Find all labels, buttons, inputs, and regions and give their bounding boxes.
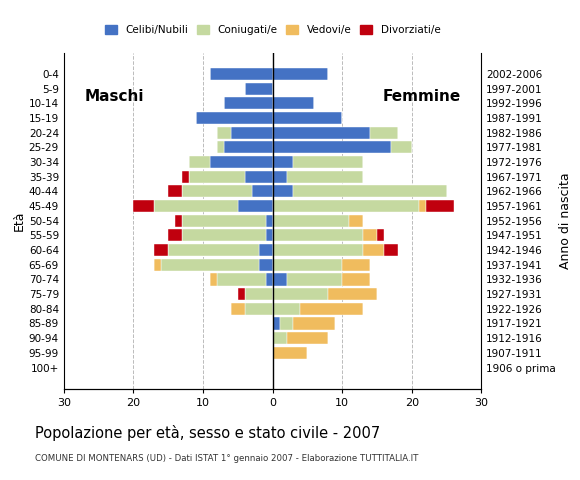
Text: COMUNE DI MONTENARS (UD) - Dati ISTAT 1° gennaio 2007 - Elaborazione TUTTITALIA.: COMUNE DI MONTENARS (UD) - Dati ISTAT 1°… — [35, 454, 418, 463]
Bar — [287, 332, 328, 344]
Bar — [273, 317, 280, 329]
Bar — [133, 200, 154, 212]
Text: Popolazione per età, sesso e stato civile - 2007: Popolazione per età, sesso e stato civil… — [35, 425, 380, 441]
Bar — [266, 215, 273, 227]
Bar — [293, 156, 363, 168]
Bar — [224, 97, 273, 109]
Bar — [266, 229, 273, 241]
Bar — [217, 274, 266, 286]
Bar — [280, 317, 293, 329]
Bar — [210, 156, 273, 168]
Bar — [363, 244, 384, 256]
Bar — [300, 303, 363, 315]
Bar — [273, 112, 342, 124]
Bar — [426, 200, 454, 212]
Bar — [342, 274, 370, 286]
Bar — [210, 274, 217, 286]
Bar — [266, 274, 273, 286]
Bar — [273, 332, 287, 344]
Bar — [419, 200, 426, 212]
Bar — [196, 112, 273, 124]
Bar — [273, 68, 328, 80]
Bar — [238, 200, 273, 212]
Bar — [210, 68, 273, 80]
Bar — [217, 127, 231, 139]
Bar — [154, 200, 238, 212]
Bar — [273, 97, 314, 109]
Bar — [370, 127, 398, 139]
Bar — [231, 127, 273, 139]
Bar — [273, 274, 287, 286]
Bar — [231, 303, 245, 315]
Bar — [273, 244, 363, 256]
Bar — [377, 229, 384, 241]
Bar — [363, 229, 377, 241]
Bar — [273, 215, 349, 227]
Bar — [273, 185, 293, 197]
Bar — [349, 215, 363, 227]
Bar — [273, 303, 300, 315]
Bar — [168, 229, 182, 241]
Bar — [287, 274, 342, 286]
Bar — [391, 142, 412, 154]
Bar — [189, 156, 210, 168]
Bar — [217, 142, 224, 154]
Bar — [273, 229, 363, 241]
Bar — [259, 244, 273, 256]
Bar — [328, 288, 377, 300]
Bar — [273, 127, 370, 139]
Bar — [175, 215, 182, 227]
Text: Femmine: Femmine — [382, 89, 461, 104]
Bar — [252, 185, 273, 197]
Bar — [259, 259, 273, 271]
Bar — [293, 317, 335, 329]
Bar — [273, 288, 328, 300]
Bar — [273, 142, 391, 154]
Bar — [168, 185, 182, 197]
Bar — [273, 259, 342, 271]
Bar — [273, 171, 287, 183]
Bar — [245, 171, 273, 183]
Bar — [238, 288, 245, 300]
Bar — [273, 200, 419, 212]
Bar — [154, 244, 168, 256]
Bar — [224, 142, 273, 154]
Bar — [182, 229, 266, 241]
Bar — [273, 156, 293, 168]
Bar — [245, 303, 273, 315]
Bar — [384, 244, 398, 256]
Y-axis label: Anno di nascita: Anno di nascita — [559, 172, 572, 269]
Y-axis label: Età: Età — [13, 211, 26, 231]
Bar — [287, 171, 363, 183]
Bar — [161, 259, 259, 271]
Text: Maschi: Maschi — [85, 89, 144, 104]
Bar — [182, 171, 189, 183]
Bar — [342, 259, 370, 271]
Bar — [245, 83, 273, 95]
Bar — [273, 347, 307, 359]
Bar — [189, 171, 245, 183]
Bar — [182, 215, 266, 227]
Bar — [182, 185, 252, 197]
Bar — [245, 288, 273, 300]
Bar — [154, 259, 161, 271]
Bar — [293, 185, 447, 197]
Legend: Celibi/Nubili, Coniugati/e, Vedovi/e, Divorziati/e: Celibi/Nubili, Coniugati/e, Vedovi/e, Di… — [100, 21, 445, 39]
Bar — [168, 244, 259, 256]
